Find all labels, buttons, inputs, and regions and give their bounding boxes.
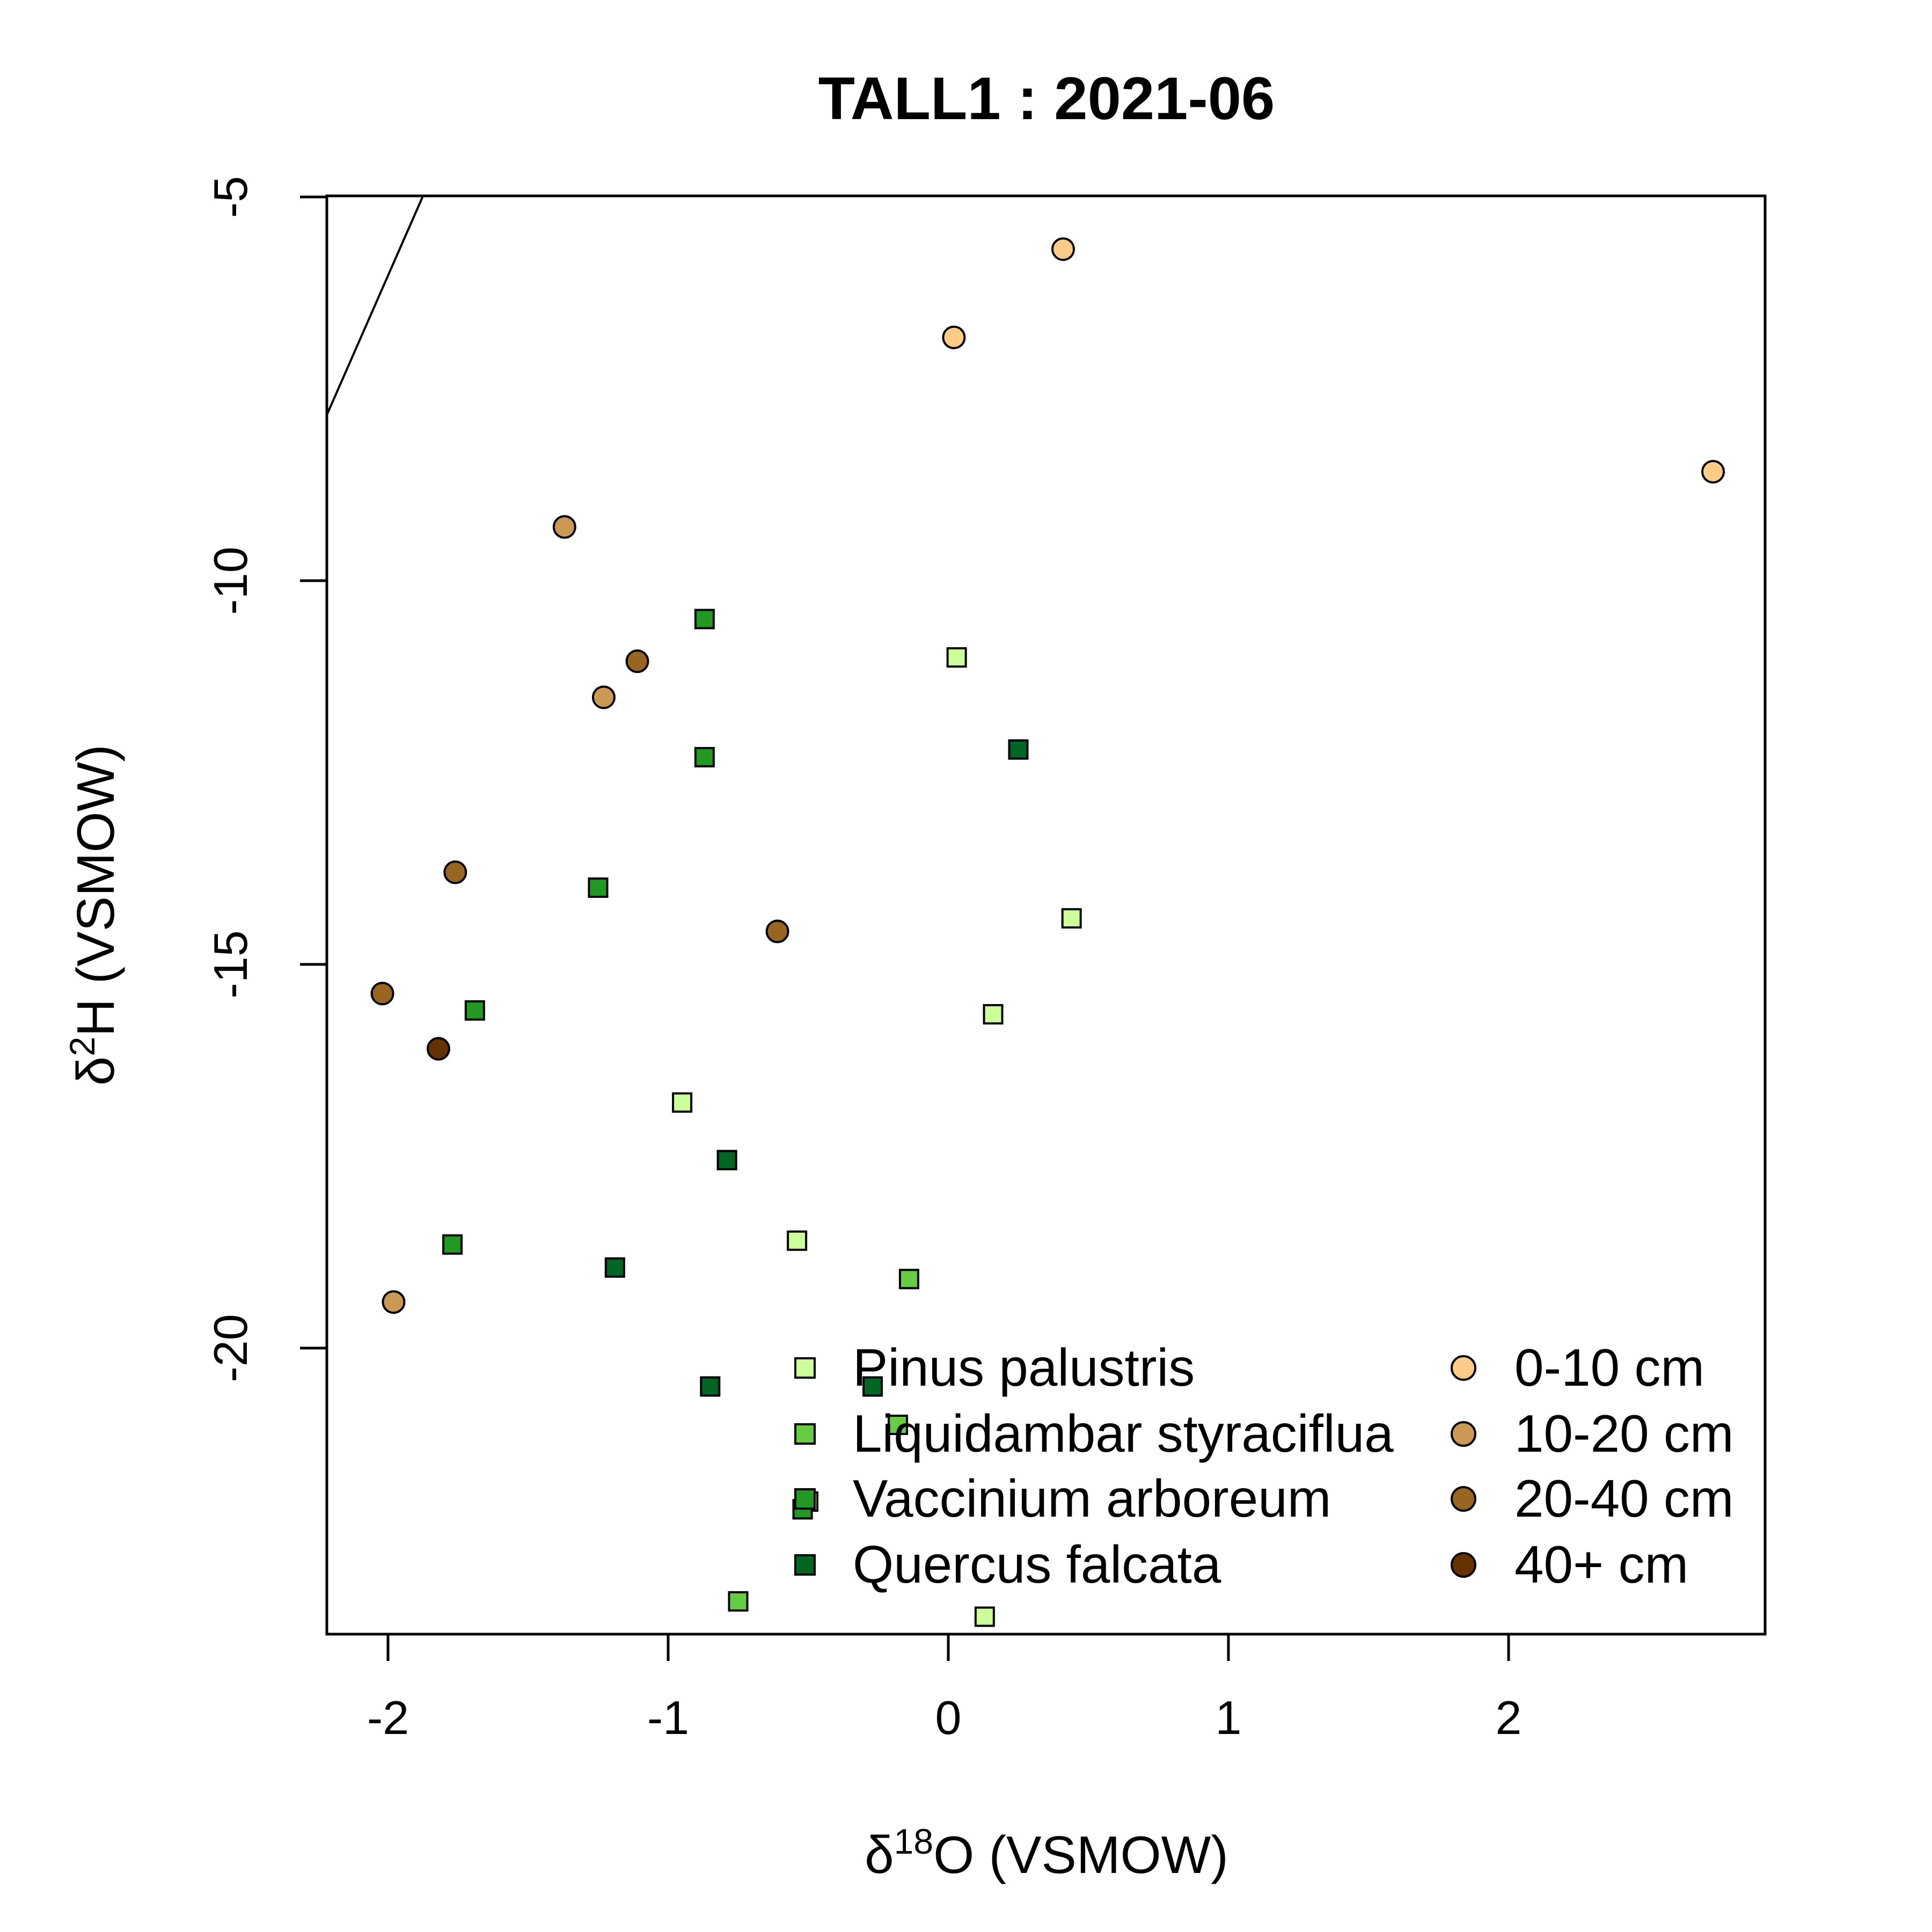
legend-label: Vaccinium arboreum [853,1469,1331,1528]
x-axis-label: δ18O (VSMOW) [865,1821,1228,1884]
plot-frame [325,194,1767,1636]
legend-circle-marker [1451,1552,1476,1578]
legend-circle-marker [1451,1355,1476,1381]
soil-point [382,1290,406,1314]
plant-point [716,1150,737,1170]
legend-square-marker [794,1357,816,1379]
plant-point [700,1376,721,1397]
soil-point [625,649,649,674]
soil-point [1051,237,1075,261]
legend-circle-marker [1451,1486,1476,1512]
soil-point [426,1037,450,1061]
plant-point [983,1004,1004,1024]
legend-label: 10-20 cm [1514,1404,1734,1463]
y-tick-label: -10 [204,546,257,614]
plant-point [694,609,715,630]
legend-label: Liquidambar styraciflua [853,1404,1394,1463]
legend-label: 0-10 cm [1514,1338,1704,1397]
soil-point [1701,459,1725,484]
plant-point [888,1415,909,1435]
plant-point [672,1092,693,1113]
x-tick-label: 2 [1496,1691,1522,1744]
plant-point [694,747,715,767]
chart-title: TALL1 : 2021-06 [818,65,1275,132]
legend-square-marker [794,1488,816,1510]
y-tick-label: -15 [204,930,257,998]
y-tick-label: -20 [204,1314,257,1382]
plant-point [1061,908,1082,929]
x-tick-label: -1 [647,1691,689,1744]
legend-square-marker [794,1423,816,1445]
legend-label: 40+ cm [1514,1535,1688,1594]
x-tick-label: 1 [1216,1691,1242,1744]
plant-point [862,1376,883,1397]
x-axis: -2 -1 0 1 2 [367,1634,1522,1744]
y-tick-label: -5 [204,176,257,218]
plant-point [1008,739,1029,760]
x-tick-label: -2 [367,1691,409,1744]
soil-point [942,325,966,349]
plant-point [946,647,967,668]
plant-point [464,1000,485,1021]
y-axis-label: δ2H (VSMOW) [62,744,125,1086]
legend-circle-marker [1451,1421,1476,1447]
reference-line [326,195,425,415]
soil-point [443,860,467,884]
legend: Pinus palustris Liquidambar styraciflua Va… [794,1338,1734,1594]
soil-point [591,685,616,709]
soil-point [552,515,576,539]
y-axis: -5 -10 -15 -20 [204,176,327,1382]
legend-label: Quercus falcata [853,1535,1221,1594]
legend-label: Pinus palustris [853,1338,1195,1397]
legend-label: 20-40 cm [1514,1469,1734,1528]
legend-square-marker [794,1554,816,1576]
plant-point [787,1230,808,1251]
plant-point [588,877,609,898]
plant-point [728,1591,749,1612]
x-tick-label: 0 [935,1691,962,1744]
plant-point [442,1234,463,1255]
plant-point [898,1269,919,1290]
soil-point [370,982,394,1006]
plant-point [604,1257,625,1278]
soil-point [765,919,789,943]
plant-point [974,1606,995,1627]
